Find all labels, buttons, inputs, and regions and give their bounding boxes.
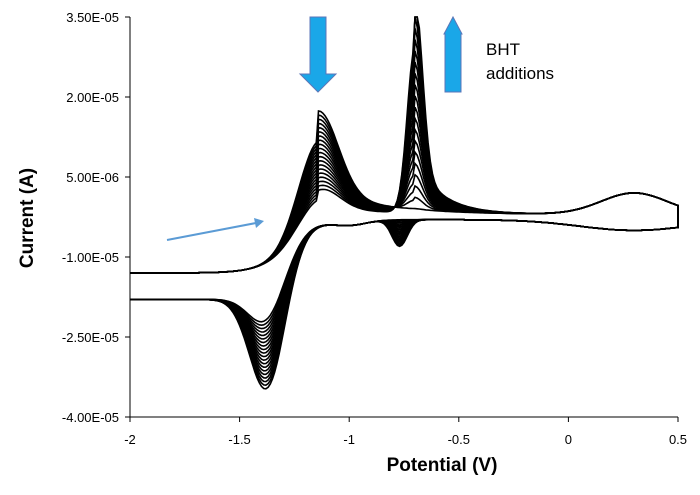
x-tick-label: -1 (343, 432, 355, 447)
y-tick-label: -1.00E-05 (62, 250, 119, 265)
x-tick-label: -0.5 (448, 432, 470, 447)
cv-curves (130, 16, 679, 390)
tick-labels: -2 -1.5 -1 -0.5 0 0.5 3.50E-05 2.00E-05 5.00E-06… (62, 10, 687, 447)
x-axis-title: Potential (V) (387, 455, 498, 476)
y-axis-title: Current (A) (17, 168, 38, 268)
y-tick-label: 3.50E-05 (66, 10, 119, 25)
x-tick-label: -2 (124, 432, 136, 447)
cv-series-line (130, 39, 679, 376)
down-arrow-icon (298, 16, 338, 93)
x-tick-label: -1.5 (228, 432, 250, 447)
x-tick-label: 0 (565, 432, 572, 447)
up-arrow-icon (443, 15, 463, 93)
cv-series-line (130, 61, 679, 369)
y-tick-label: -4.00E-05 (62, 410, 119, 425)
axes (125, 16, 679, 422)
y-tick-label: 2.00E-05 (66, 90, 119, 105)
scan-direction-arrow-icon (166, 218, 264, 241)
cv-series-line (130, 110, 679, 323)
cv-series-line (130, 16, 679, 390)
cv-series-line (130, 73, 679, 365)
annotation-additions: additions (486, 64, 554, 83)
x-tick-label: 0.5 (669, 432, 687, 447)
y-tick-label: 5.00E-06 (66, 170, 119, 185)
y-tick-label: -2.50E-05 (62, 330, 119, 345)
cv-series-line (130, 50, 679, 372)
annotation-bht: BHT (486, 40, 520, 59)
